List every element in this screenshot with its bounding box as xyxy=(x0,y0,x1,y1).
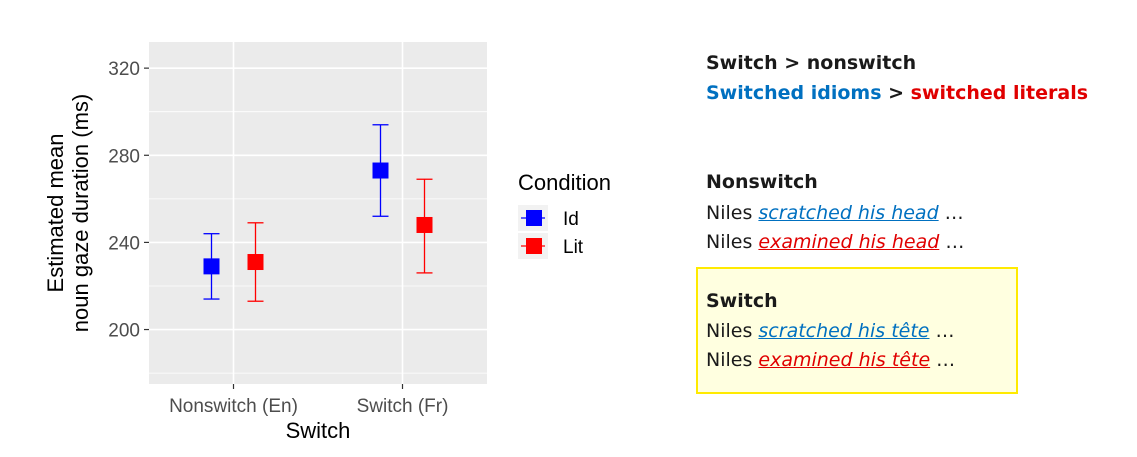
nonswitch-heading: Nonswitch xyxy=(706,171,818,193)
legend-key-id xyxy=(526,210,542,226)
grid-lines xyxy=(149,42,487,384)
point-id xyxy=(372,162,389,179)
summary-literals: switched literals xyxy=(910,82,1089,104)
x-tick-label: Switch (Fr) xyxy=(357,396,449,417)
legend-label-id: Id xyxy=(563,209,579,230)
nonswitch-ex1-phrase: scratched his head xyxy=(758,202,939,224)
x-tick-label: Nonswitch (En) xyxy=(169,396,298,417)
y-axis-title-line1: Estimated mean xyxy=(43,134,68,293)
summary-separator: > xyxy=(881,82,911,104)
plot-panel xyxy=(149,42,487,384)
legend-title: Condition xyxy=(518,170,611,195)
summary-line-1: Switch > nonswitch xyxy=(706,52,917,74)
legend-label-lit: Lit xyxy=(563,237,584,258)
point-id xyxy=(203,258,220,275)
switch-example-idiom: Niles scratched his tête … xyxy=(706,320,955,342)
y-tick-label: 200 xyxy=(108,321,140,342)
switch-example-literal: Niles examined his tête … xyxy=(706,349,955,371)
nonswitch-example-literal: Niles examined his head … xyxy=(706,231,964,253)
legend-key-lit xyxy=(526,238,542,254)
point-lit xyxy=(247,254,264,271)
switch-heading: Switch xyxy=(706,290,778,312)
switch-ex1-subject: Niles xyxy=(706,320,759,342)
data-marks xyxy=(203,124,433,302)
x-axis: Nonswitch (En) Switch (Fr) xyxy=(169,384,448,417)
nonswitch-ex1-subject: Niles xyxy=(706,202,759,224)
x-axis-title: Switch xyxy=(286,418,351,443)
switch-ex2-phrase: examined his tête xyxy=(758,349,931,371)
nonswitch-ex2-tail: … xyxy=(939,231,965,253)
nonswitch-ex1-tail: … xyxy=(938,202,964,224)
switch-ex1-phrase: scratched his tête xyxy=(758,320,930,342)
estimate-chart: 200 240 280 320 Nonswitch (En) Switch (Fr) S… xyxy=(43,42,611,443)
legend: Id Lit xyxy=(518,205,584,259)
summary-line-2: Switched idioms > switched literals xyxy=(706,82,1088,104)
point-lit xyxy=(416,216,433,233)
y-axis-title-line2: noun gaze duration (ms) xyxy=(68,94,93,332)
y-tick-label: 240 xyxy=(108,233,140,254)
switch-ex1-tail: … xyxy=(929,320,955,342)
summary-idioms: Switched idioms xyxy=(706,82,882,104)
switch-box xyxy=(696,267,1018,394)
y-axis: 200 240 280 320 xyxy=(108,59,149,342)
nonswitch-ex2-subject: Niles xyxy=(706,231,759,253)
nonswitch-example-idiom: Niles scratched his head … xyxy=(706,202,964,224)
y-tick-label: 320 xyxy=(108,59,140,80)
y-tick-label: 280 xyxy=(108,146,140,167)
nonswitch-ex2-phrase: examined his head xyxy=(758,231,940,253)
switch-ex2-subject: Niles xyxy=(706,349,759,371)
switch-ex2-tail: … xyxy=(930,349,956,371)
